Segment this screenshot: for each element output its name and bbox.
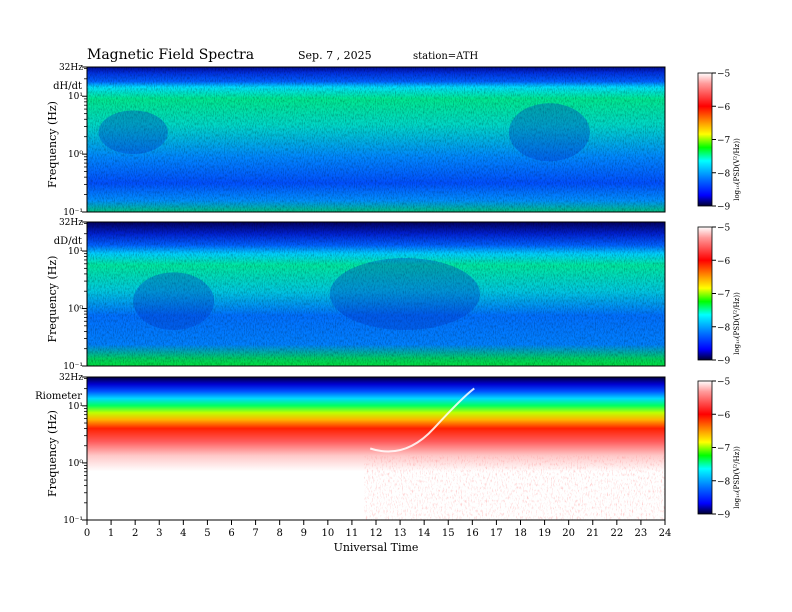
colorbar-tick-label: −8 (717, 477, 731, 487)
colorbar (697, 72, 713, 207)
x-tick-label: 14 (418, 528, 431, 539)
colorbar-tick-label: −5 (717, 378, 731, 388)
colorbar-tick-label: −5 (717, 70, 731, 80)
y-tick-label: 10¹ (68, 92, 83, 102)
colorbar-tick-label: −9 (717, 203, 731, 213)
y-tick-label: 10¹ (68, 402, 83, 412)
panel-label: dH/dt (53, 81, 82, 92)
x-axis-label: Universal Time (334, 541, 419, 554)
y-tick-label: 10⁰ (68, 459, 83, 469)
colorbar-label: log₁₀(PSD(V²/Hz)) (733, 292, 741, 355)
signal-trace (369, 387, 475, 453)
colorbar-tick-label: −6 (717, 103, 731, 113)
spectral-region (329, 258, 481, 330)
plot-frame (86, 66, 666, 213)
x-tick-label: 23 (635, 528, 648, 539)
y-tick-label: 10⁰ (68, 305, 83, 315)
colorbar-tick-label: −9 (717, 511, 731, 521)
colorbar (697, 380, 713, 515)
x-tick-label: 15 (442, 528, 455, 539)
colorbar-tick-label: −7 (717, 290, 731, 300)
figure-title: Magnetic Field Spectra (87, 47, 254, 63)
y-axis-label: Frequency (Hz) (46, 410, 59, 497)
x-tick-label: 1 (108, 528, 114, 539)
x-tick-label: 19 (538, 528, 551, 539)
spectral-region (508, 103, 590, 162)
date-label: Sep. 7 , 2025 (298, 49, 372, 62)
y-tick-label: 32Hz (59, 373, 83, 383)
x-tick-label: 2 (132, 528, 138, 539)
x-tick-label: 4 (180, 528, 186, 539)
y-tick-label: 10⁻¹ (63, 516, 83, 526)
spectrogram-texture (87, 222, 665, 366)
panel-label: dD/dt (54, 236, 82, 247)
colorbar (697, 226, 713, 361)
colorbar-tick-label: −6 (717, 257, 731, 267)
x-tick-label: 20 (562, 528, 575, 539)
x-tick-label: 7 (252, 528, 258, 539)
colorbar-tick-label: −7 (717, 444, 731, 454)
x-tick-label: 16 (466, 528, 479, 539)
colorbar-label: log₁₀(PSD(V²/Hz)) (733, 446, 741, 509)
x-tick-label: 17 (490, 528, 503, 539)
station-label: station=ATH (413, 51, 479, 62)
y-axis-label: Frequency (Hz) (46, 256, 59, 343)
x-tick-label: 18 (514, 528, 527, 539)
colorbar-tick-label: −8 (717, 169, 731, 179)
y-axis-label: Frequency (Hz) (46, 101, 59, 188)
colorbar-tick-label: −6 (717, 411, 731, 421)
colorbar-tick-label: −9 (717, 357, 731, 367)
y-tick-label: 10⁰ (68, 150, 83, 160)
x-tick-label: 13 (394, 528, 407, 539)
y-tick-label: 32Hz (59, 63, 83, 73)
colorbar-label: log₁₀(PSD(V²/Hz)) (733, 138, 741, 201)
colorbar-tick-label: −5 (717, 224, 731, 234)
colorbar-tick-label: −7 (717, 136, 731, 146)
spectrogram-texture (87, 67, 665, 212)
x-tick-label: 8 (276, 528, 282, 539)
spectrogram-texture (364, 455, 665, 520)
panel-3: 32Hz 10¹ 10⁰ 10⁻¹ Riometer Frequency (Hz) −5 −6… (35, 373, 741, 526)
panel-2: 32Hz 10¹ 10⁰ 10⁻¹ dD/dt Frequency (Hz) −5 −6 −7 −… (46, 218, 741, 372)
x-tick-label: 10 (321, 528, 334, 539)
spectral-region (133, 272, 215, 331)
x-tick-label: 12 (370, 528, 383, 539)
y-tick-label: 10¹ (68, 247, 83, 257)
x-tick-label: 11 (346, 528, 359, 539)
y-tick-label: 10⁻¹ (63, 208, 83, 218)
x-tick-label: 3 (156, 528, 162, 539)
spectral-region (98, 110, 168, 154)
y-tick-label: 10⁻¹ (63, 362, 83, 372)
x-tick-label: 5 (204, 528, 210, 539)
x-tick-label: 6 (228, 528, 234, 539)
x-tick-label: 22 (610, 528, 623, 539)
y-tick-label: 32Hz (59, 218, 83, 228)
plot-frame (86, 221, 666, 367)
panel-label: Riometer (35, 391, 82, 402)
x-tick-label: 9 (301, 528, 307, 539)
colorbar-tick-label: −8 (717, 323, 731, 333)
x-tick-label: 21 (586, 528, 599, 539)
x-tick-label: 24 (659, 528, 672, 539)
panel-1: 32Hz 10¹ 10⁰ 10⁻¹ dH/dt Frequency (Hz) −5 −6 −7 −… (46, 63, 741, 218)
x-tick-label: 0 (84, 528, 90, 539)
